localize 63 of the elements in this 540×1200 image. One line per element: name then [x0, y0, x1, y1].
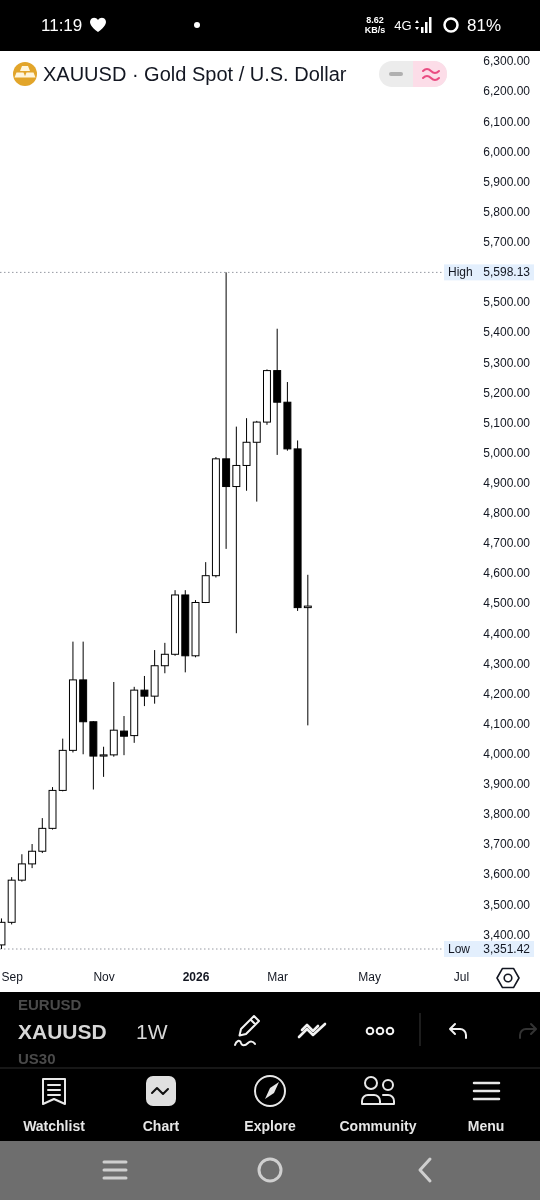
text: Watchlist: [23, 1118, 86, 1134]
y-tick-label: 4,000.00: [483, 747, 531, 762]
x-tick-label: Sep: [1, 969, 24, 984]
text: XAUUSD: [18, 1019, 107, 1043]
y-tick-label: 3,900.00: [483, 777, 531, 792]
y-tick-label: 4,100.00: [483, 716, 531, 731]
y-tick-label: 5,300.00: [483, 355, 531, 370]
candlestick: [17, 853, 26, 883]
candlestick: [140, 675, 149, 707]
candlestick: [303, 574, 312, 726]
ref-line-label: Low 3,351.42: [448, 942, 531, 956]
text: EURUSD: [18, 995, 82, 1013]
candlestick: [222, 271, 231, 550]
y-tick-label: 6,200.00: [483, 84, 531, 99]
y-tick-label: 5,800.00: [483, 204, 531, 219]
y-tick-label: 4,700.00: [483, 536, 531, 551]
y-tick-label: 4,400.00: [483, 626, 531, 641]
text: US30: [18, 1049, 56, 1067]
y-tick-label: 3,700.00: [483, 837, 531, 852]
candlestick: [120, 715, 128, 756]
y-tick-label: 4,800.00: [483, 506, 531, 521]
text: 81%: [467, 15, 502, 35]
y-tick-label: 5,200.00: [483, 385, 531, 400]
text: Menu: [467, 1118, 505, 1134]
x-tick-label: Jul: [453, 969, 470, 984]
text: 4G: [394, 17, 412, 33]
y-tick-label: 5,500.00: [483, 295, 531, 310]
chart-title: XAUUSD · Gold Spot / U.S. Dollar: [43, 63, 347, 85]
y-tick-label: 6,300.00: [483, 54, 531, 69]
y-tick-label: 5,100.00: [483, 415, 531, 430]
y-tick-label: 3,600.00: [483, 867, 531, 882]
candlestick: [28, 843, 37, 869]
y-tick-label: 3,800.00: [483, 807, 531, 822]
y-tick-label: 4,500.00: [483, 596, 531, 611]
y-tick-label: 3,400.00: [483, 927, 531, 942]
text: 11:19: [41, 15, 83, 35]
x-tick-label: May: [358, 969, 381, 984]
text: Explore: [244, 1118, 296, 1134]
text: Community: [339, 1118, 417, 1134]
candlestick: [232, 426, 241, 634]
y-tick-label: 5,000.00: [483, 445, 531, 460]
y-tick-label: 3,500.00: [483, 897, 531, 912]
candlestick: [242, 417, 251, 492]
candlestick: [160, 642, 169, 674]
y-tick-label: 4,600.00: [483, 566, 531, 581]
y-tick-label: 5,900.00: [483, 174, 531, 189]
x-tick-label: Nov: [93, 969, 115, 984]
y-tick-label: 4,900.00: [483, 475, 531, 490]
candlestick: [252, 420, 261, 503]
ref-line-label: High 5,598.13: [448, 265, 531, 280]
text: 8.62 KB/s: [364, 15, 386, 35]
text: Chart: [142, 1118, 180, 1134]
y-tick-label: 5,400.00: [483, 325, 531, 340]
y-tick-label: 5,700.00: [483, 235, 531, 250]
y-tick-label: 4,300.00: [483, 656, 531, 671]
y-tick-label: 6,100.00: [483, 114, 531, 129]
y-tick-label: 4,200.00: [483, 686, 531, 701]
x-tick-label: 2026: [182, 969, 210, 984]
text: 1W: [136, 1019, 168, 1043]
candlestick: [99, 746, 108, 778]
x-tick-label: Mar: [267, 969, 289, 984]
candlestick: [38, 817, 47, 854]
y-tick-label: 6,000.00: [483, 144, 531, 159]
